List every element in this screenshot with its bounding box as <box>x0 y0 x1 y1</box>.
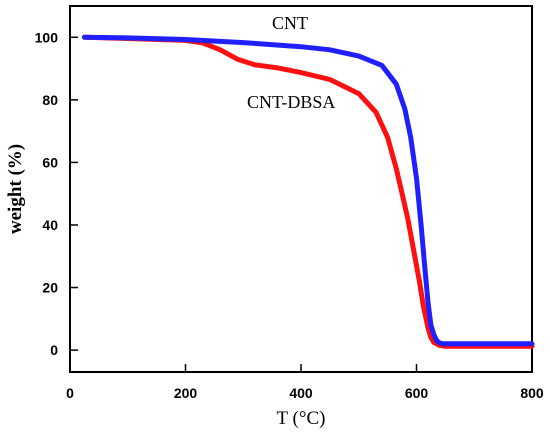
y-tick-label: 80 <box>42 92 58 108</box>
y-axis-label: weight (%) <box>5 144 26 234</box>
x-tick-label: 600 <box>405 385 429 401</box>
y-tick-label: 0 <box>50 342 58 358</box>
plot-frame <box>69 5 533 373</box>
x-tick-label: 0 <box>66 385 74 401</box>
y-tick-label: 60 <box>42 154 58 170</box>
x-tick-label: 200 <box>174 385 198 401</box>
y-tick-label: 100 <box>35 29 59 45</box>
y-axis-ticks: 0 20 40 60 80 100 <box>35 29 78 358</box>
series-line-cnt-dbsa <box>81 34 535 349</box>
series-label-cnt: CNT <box>272 13 308 33</box>
series-line-cnt <box>81 34 535 347</box>
y-tick-label: 40 <box>42 217 58 233</box>
x-axis-label: T (°C) <box>277 408 326 429</box>
series-layer <box>81 34 535 349</box>
x-tick-label: 400 <box>289 385 313 401</box>
x-axis-ticks: 0 200 400 600 800 <box>66 364 544 401</box>
series-label-cnt-dbsa: CNT-DBSA <box>247 92 335 112</box>
x-tick-label: 800 <box>520 385 544 401</box>
y-tick-label: 20 <box>42 280 58 296</box>
